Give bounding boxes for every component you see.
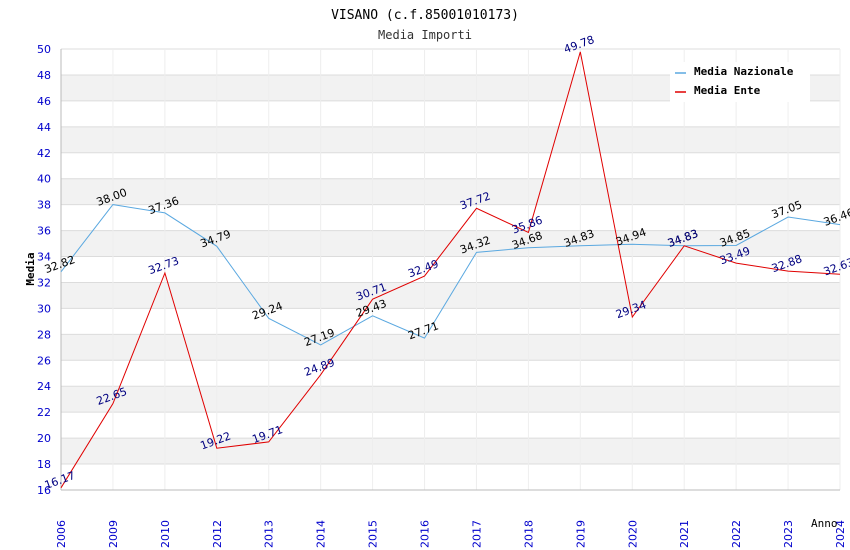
y-axis-label: Media: [24, 252, 37, 285]
y-tick-label: 46: [37, 95, 51, 108]
x-tick-label: 2015: [367, 520, 380, 548]
grid-band: [61, 126, 840, 153]
y-tick-label: 16: [37, 484, 51, 497]
chart-subtitle: Media Importi: [378, 28, 472, 42]
y-tick-label: 28: [37, 328, 51, 341]
x-tick-label: 2017: [470, 520, 483, 548]
plot-area: [61, 49, 840, 490]
x-tick-label: 2010: [159, 520, 172, 548]
grid-band: [61, 230, 840, 257]
x-axis-ticks: 2006 2009 2010 2012 2013 2014 2015 2016 2017 2018…: [55, 520, 847, 548]
plot-background: [61, 49, 840, 490]
legend-label-ente: Media Ente: [694, 84, 761, 97]
x-tick-label: 2013: [263, 520, 276, 548]
x-tick-label: 2014: [315, 520, 328, 548]
y-tick-label: 42: [37, 147, 51, 160]
y-tick-label: 34: [37, 251, 51, 264]
chart-title: VISANO (c.f.85001010173): [331, 8, 519, 23]
series-line-ente: [60, 51, 841, 489]
x-tick-label: 2016: [419, 520, 432, 548]
legend-box: [670, 62, 810, 102]
legend-label-nazionale: Media Nazionale: [694, 65, 794, 78]
grid-band: [61, 334, 840, 361]
y-axis-ticks: 16 18 20 22 24 26 28 30 32 34 36 38 40 42 44 46 48 50: [37, 43, 51, 497]
y-tick-label: 36: [37, 225, 51, 238]
x-axis-label: Anno: [811, 517, 838, 530]
y-tick-label: 48: [37, 69, 51, 82]
series-lines: [60, 51, 841, 489]
x-tick-label: 2018: [522, 520, 535, 548]
x-tick-label: 2022: [730, 520, 743, 548]
y-tick-label: 22: [37, 406, 51, 419]
y-tick-label: 38: [37, 199, 51, 212]
x-tick-label: 2019: [574, 520, 587, 548]
x-tick-label: 2020: [626, 520, 639, 548]
y-tick-label: 26: [37, 354, 51, 367]
y-tick-label: 20: [37, 432, 51, 445]
x-tick-label: 2009: [107, 520, 120, 548]
grid-band: [61, 178, 840, 205]
y-tick-label: 32: [37, 276, 51, 289]
grid-band: [61, 386, 840, 413]
x-tick-label: 2021: [678, 520, 691, 548]
series-line-nazionale: [60, 204, 841, 346]
x-tick-label: 2024: [834, 520, 847, 548]
x-tick-label: 2023: [782, 520, 795, 548]
x-tick-label: 2012: [211, 520, 224, 548]
legend: Media Nazionale Media Ente: [670, 62, 810, 102]
y-tick-label: 30: [37, 302, 51, 315]
y-tick-label: 40: [37, 173, 51, 186]
y-tick-label: 44: [37, 121, 51, 134]
y-tick-label: 50: [37, 43, 51, 56]
y-tick-label: 18: [37, 458, 51, 471]
x-tick-label: 2006: [55, 520, 68, 548]
axes: [60, 49, 840, 491]
y-tick-label: 24: [37, 380, 51, 393]
grid-band: [61, 438, 840, 465]
